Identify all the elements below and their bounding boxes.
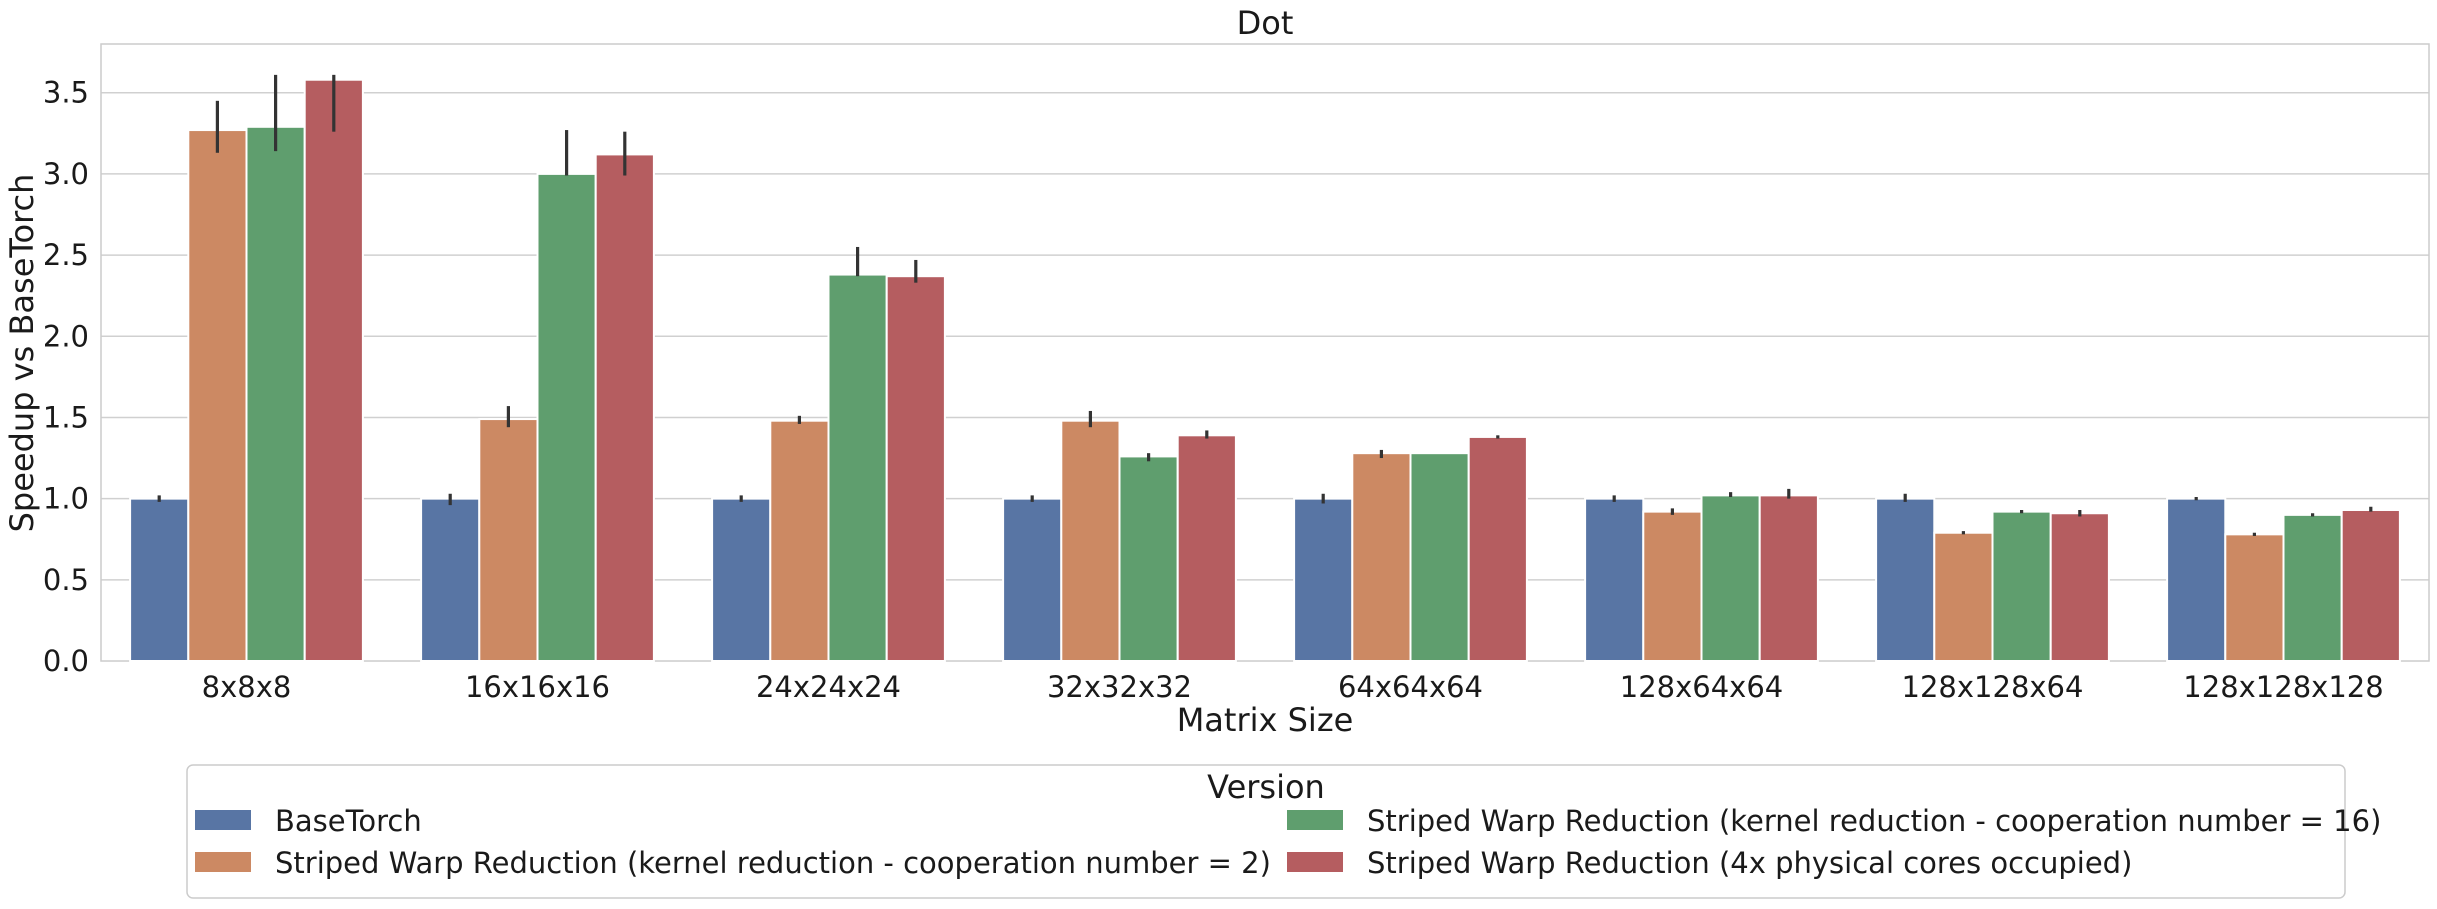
bar <box>769 419 830 662</box>
bar <box>303 78 364 662</box>
legend-swatch <box>195 852 251 872</box>
legend: Version BaseTorch Striped Warp Reduction … <box>186 764 2381 899</box>
x-tick-label: 128x64x64 <box>1620 670 1783 704</box>
legend-label: Striped Warp Reduction (kernel reduction… <box>275 846 1271 880</box>
x-tick-label: 128x128x128 <box>2183 670 2383 704</box>
x-tick-label: 32x32x32 <box>1047 670 1192 704</box>
bars <box>129 78 2401 663</box>
bar <box>885 275 946 662</box>
chart-title: Dot <box>1237 4 1294 42</box>
bar <box>1875 497 1936 663</box>
bar <box>1467 435 1528 662</box>
y-tick-label: 3.0 <box>43 157 89 191</box>
y-tick-label: 3.5 <box>43 76 89 110</box>
bar <box>2166 497 2227 663</box>
legend-swatch <box>195 810 251 830</box>
bar <box>478 418 539 662</box>
legend-label: Striped Warp Reduction (kernel reduction… <box>1367 804 2381 838</box>
bar <box>1409 452 1470 662</box>
bar <box>1758 494 1819 662</box>
bar <box>187 129 248 663</box>
bar <box>245 125 306 662</box>
y-tick-label: 2.0 <box>43 319 89 353</box>
bar <box>1584 497 1645 663</box>
bar <box>1933 531 1994 662</box>
y-tick-labels: 0.0 0.5 1.0 1.5 2.0 2.5 3.0 3.5 <box>43 76 89 678</box>
y-tick-label: 2.5 <box>43 238 89 272</box>
x-axis-label: Matrix Size <box>1177 701 1354 739</box>
bar <box>1060 419 1121 662</box>
y-tick-label: 0.5 <box>43 563 89 597</box>
legend-frame <box>186 764 2346 899</box>
legend-label: Striped Warp Reduction (4x physical core… <box>1367 846 2132 880</box>
legend-items: BaseTorch Striped Warp Reduction (kernel … <box>195 804 2381 880</box>
bar <box>1351 452 1412 662</box>
bar <box>1176 434 1237 662</box>
y-axis-label: Speedup vs BaseTorch <box>3 174 41 533</box>
bar <box>594 153 655 662</box>
x-tick-labels: 8x8x8 16x16x16 24x24x24 32x32x32 64x64x64 128… <box>202 670 2384 704</box>
legend-swatch <box>1287 852 1343 872</box>
x-tick-label: 64x64x64 <box>1338 670 1483 704</box>
y-tick-label: 1.5 <box>43 400 89 434</box>
bar <box>2049 512 2110 663</box>
bar <box>1700 494 1761 662</box>
bar <box>1293 497 1354 663</box>
bar <box>711 497 772 663</box>
x-tick-label: 128x128x64 <box>1902 670 2084 704</box>
bar <box>536 172 597 662</box>
y-tick-label: 0.0 <box>43 644 89 678</box>
x-tick-label: 16x16x16 <box>465 670 610 704</box>
legend-label: BaseTorch <box>275 804 422 838</box>
legend-title: Version <box>1207 768 1325 806</box>
x-tick-label: 8x8x8 <box>202 670 292 704</box>
bar <box>827 273 888 662</box>
plot-frame <box>100 43 2430 662</box>
bar <box>1642 510 1703 663</box>
bar <box>2224 533 2285 663</box>
error-bars <box>157 74 2373 536</box>
legend-swatch <box>1287 810 1343 830</box>
bar <box>2340 508 2401 662</box>
bar <box>2282 513 2343 662</box>
bar <box>1118 455 1179 663</box>
bar <box>420 497 481 663</box>
x-tick-label: 24x24x24 <box>756 670 901 704</box>
bar <box>1002 497 1063 663</box>
bar <box>129 497 190 663</box>
y-tick-label: 1.0 <box>43 482 89 516</box>
bar <box>1991 510 2052 663</box>
